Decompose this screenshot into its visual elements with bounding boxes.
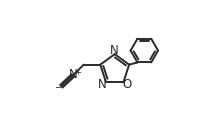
Text: +: +: [74, 68, 81, 77]
Text: −: −: [54, 82, 62, 91]
Text: N: N: [97, 78, 106, 91]
Text: N: N: [69, 68, 78, 81]
Text: N: N: [110, 44, 119, 57]
Text: O: O: [123, 78, 132, 91]
